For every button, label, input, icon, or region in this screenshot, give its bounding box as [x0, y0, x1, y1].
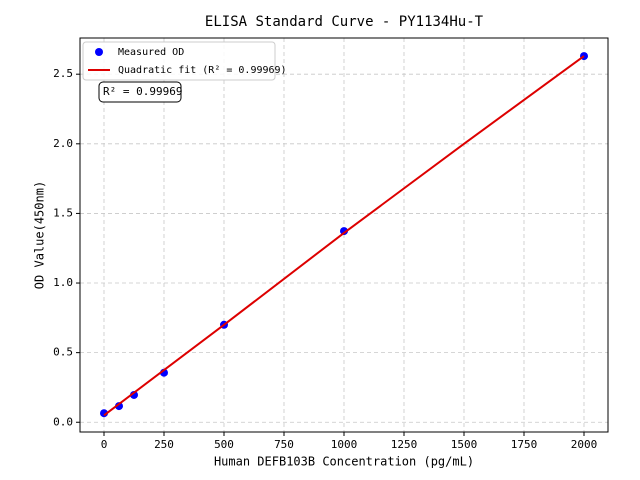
x-tick-label: 1750 — [511, 438, 538, 451]
y-tick-label: 2.0 — [53, 137, 73, 150]
annotation-box — [98, 81, 182, 103]
x-tick-label: 750 — [274, 438, 294, 451]
x-tick-label: 2000 — [571, 438, 598, 451]
fit-line — [103, 55, 585, 417]
data-point — [340, 227, 348, 236]
x-tick-label: 1000 — [331, 438, 358, 451]
legend-label: Measured OD — [118, 47, 184, 58]
annotation: R² = 0.99969 — [103, 85, 182, 98]
x-tick-label: 250 — [154, 438, 174, 451]
y-tick-label: 0.0 — [53, 415, 73, 428]
x-tick-label: 0 — [101, 438, 108, 451]
data-point — [115, 402, 123, 411]
y-tick-label: 0.5 — [53, 346, 73, 359]
plot-frame — [79, 37, 609, 433]
x-axis-label: Human DEFB103B Concentration (pg/mL) — [214, 455, 474, 469]
x-tick-label: 1500 — [451, 438, 478, 451]
chart-title: ELISA Standard Curve - PY1134Hu-T — [205, 14, 484, 30]
legend-label: Quadratic fit (R² = 0.99969) — [118, 65, 287, 76]
data-point — [100, 409, 108, 418]
x-tick-label: 500 — [214, 438, 234, 451]
y-axis-label: OD Value(450nm) — [33, 181, 47, 289]
x-tick-label: 1250 — [391, 438, 418, 451]
y-tick-label: 1.0 — [53, 276, 73, 289]
y-tick-label: 2.5 — [53, 67, 73, 80]
legend-marker — [95, 48, 103, 56]
y-tick-label: 1.5 — [53, 206, 73, 219]
legend-box — [82, 41, 276, 81]
